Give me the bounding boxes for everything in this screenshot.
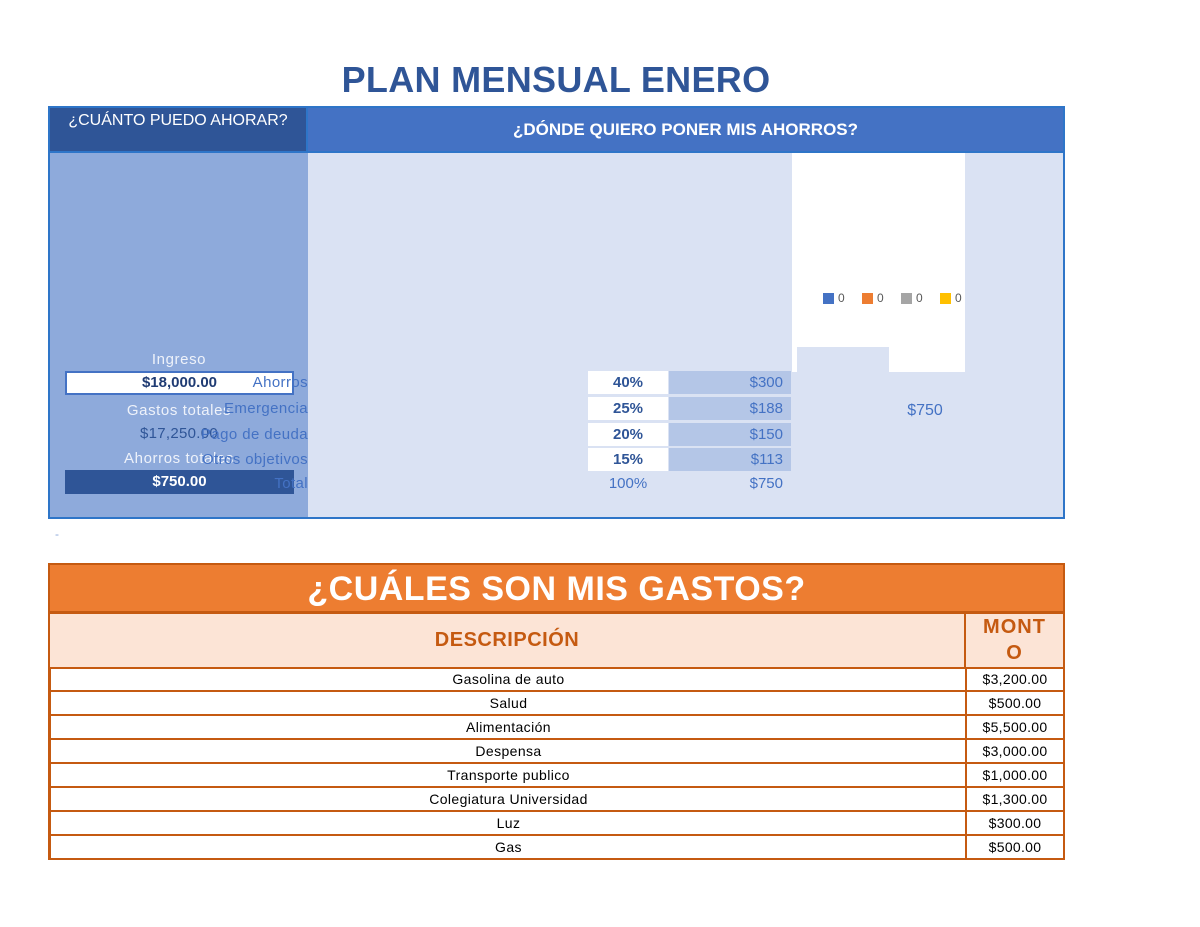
allocation-percent-input[interactable]: 40%	[588, 371, 668, 394]
total-expenses-label: Gastos totales	[126, 402, 232, 419]
total-savings-value: $750.00	[65, 470, 294, 494]
total-savings-label: Ahorros totales	[124, 450, 234, 467]
page-title: PLAN MENSUAL ENERO	[341, 59, 771, 100]
expense-row: Transporte publico $1,000.00	[48, 764, 1065, 788]
allocation-label: Pago de deuda	[201, 426, 308, 443]
allocation-amount: $150	[669, 423, 791, 446]
expense-description[interactable]: Colegiatura Universidad	[48, 788, 966, 812]
income-label: Ingreso	[151, 351, 207, 368]
savings-summary-panel: Ingreso $18,000.00 Gastos totales $17,25…	[50, 153, 308, 517]
allocation-amount: $300	[669, 371, 791, 394]
expense-amount[interactable]: $1,300.00	[965, 788, 1065, 812]
chart-legend: 0 0 0 0	[823, 291, 979, 305]
expense-description[interactable]: Alimentación	[48, 716, 966, 740]
expense-amount[interactable]: $3,200.00	[965, 668, 1065, 692]
savings-chart	[792, 153, 965, 372]
expense-amount[interactable]: $500.00	[965, 836, 1065, 860]
chart-plot-area	[797, 347, 889, 372]
allocation-total-percent: 100%	[608, 475, 648, 492]
expense-row: Despensa $3,000.00	[48, 740, 1065, 764]
amount-column-header: MONTO	[964, 612, 1065, 669]
allocation-percent-input[interactable]: 25%	[588, 397, 668, 420]
expense-row: Alimentación $5,500.00	[48, 716, 1065, 740]
dash-mark: -	[55, 527, 59, 541]
expense-row: Gasolina de auto $3,200.00	[48, 668, 1065, 692]
legend-swatch-orange-icon	[862, 292, 873, 304]
expenses-header: ¿CUÁLES SON MIS GASTOS?	[48, 563, 1065, 613]
legend-label: 0	[838, 291, 845, 305]
income-input[interactable]: $18,000.00	[65, 371, 294, 395]
expense-row: Gas $500.00	[48, 836, 1065, 860]
legend-label: 0	[955, 291, 962, 305]
legend-swatch-gray-icon	[901, 292, 912, 304]
expense-description[interactable]: Luz	[48, 812, 966, 836]
chart-total-label: $750	[907, 402, 943, 419]
allocation-amount: $188	[669, 397, 791, 420]
allocation-total-amount: $750	[749, 475, 783, 492]
expense-description[interactable]: Transporte publico	[48, 764, 966, 788]
allocation-total-label: Total	[274, 475, 308, 492]
where-to-put-savings-header: ¿DÓNDE QUIERO PONER MIS AHORROS?	[308, 108, 1063, 153]
how-much-can-i-save-header: ¿CUÁNTO PUEDO AHORAR?	[50, 108, 308, 153]
allocation-label: Otros objetivos	[201, 451, 308, 468]
description-column-header: DESCRIPCIÓN	[48, 612, 966, 669]
legend-item: 0	[940, 291, 979, 305]
legend-item: 0	[862, 291, 901, 305]
legend-swatch-yellow-icon	[940, 292, 951, 304]
allocation-amount: $113	[669, 448, 791, 471]
expense-description[interactable]: Gasolina de auto	[48, 668, 966, 692]
expense-amount[interactable]: $5,500.00	[965, 716, 1065, 740]
legend-item: 0	[901, 291, 940, 305]
allocation-label: Ahorros	[252, 374, 308, 391]
expense-amount[interactable]: $3,000.00	[965, 740, 1065, 764]
expense-row: Luz $300.00	[48, 812, 1065, 836]
allocation-percent-input[interactable]: 15%	[588, 448, 668, 471]
expense-description[interactable]: Despensa	[48, 740, 966, 764]
expense-amount[interactable]: $500.00	[965, 692, 1065, 716]
expense-description[interactable]: Salud	[48, 692, 966, 716]
expense-row: Colegiatura Universidad $1,300.00	[48, 788, 1065, 812]
allocation-percent-input[interactable]: 20%	[588, 423, 668, 446]
expense-row: Salud $500.00	[48, 692, 1065, 716]
legend-label: 0	[877, 291, 884, 305]
allocation-label: Emergencia	[223, 400, 308, 417]
expense-amount[interactable]: $1,000.00	[965, 764, 1065, 788]
legend-label: 0	[916, 291, 923, 305]
expense-description[interactable]: Gas	[48, 836, 966, 860]
total-expenses-value: $17,250.00	[139, 425, 219, 442]
legend-swatch-blue-icon	[823, 292, 834, 304]
savings-section: ¿CUÁNTO PUEDO AHORAR? ¿DÓNDE QUIERO PONE…	[48, 106, 1065, 519]
expense-amount[interactable]: $300.00	[965, 812, 1065, 836]
legend-item: 0	[823, 291, 862, 305]
